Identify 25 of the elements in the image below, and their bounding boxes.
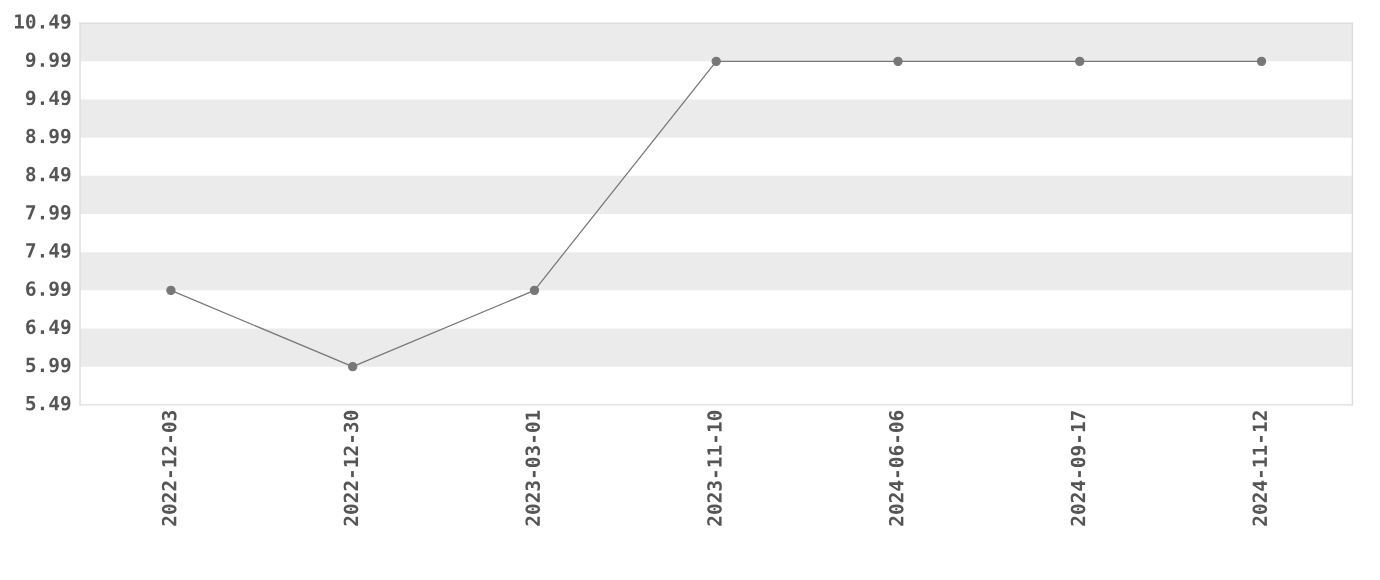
y-tick-label: 9.49 bbox=[25, 90, 71, 106]
x-tick-label: 2024-06-06 bbox=[888, 410, 904, 526]
x-tick-label: 2023-11-10 bbox=[707, 410, 722, 526]
point bbox=[893, 56, 903, 67]
point bbox=[711, 56, 721, 67]
y-tick-label: 7.49 bbox=[26, 243, 71, 258]
y-tick-label: 7.99 bbox=[26, 205, 71, 220]
x-tick-label: 2024-11-12 bbox=[1252, 411, 1268, 526]
y-tick-label: 8.99 bbox=[26, 128, 71, 144]
point bbox=[348, 361, 358, 372]
x-tick-label: 2023-03-01 bbox=[525, 410, 541, 526]
x-tick-label: 2024-09-17 bbox=[1070, 411, 1086, 526]
y-tick-label: 5.99 bbox=[26, 357, 71, 373]
x-tick-label: 2022-12-03 bbox=[161, 410, 177, 526]
point bbox=[166, 285, 176, 296]
y-tick-label: 6.99 bbox=[26, 281, 71, 297]
point bbox=[529, 285, 540, 296]
x-tick-label: 2022-12-30 bbox=[343, 410, 359, 526]
y-tick-label: 9.99 bbox=[25, 52, 71, 68]
y-tick-label: 10.49 bbox=[14, 14, 71, 29]
y-tick-label: 6.49 bbox=[26, 319, 71, 335]
y-tick-label: 5.49 bbox=[26, 395, 71, 411]
point bbox=[1256, 56, 1267, 67]
y-tick-label: 8.49 bbox=[26, 166, 71, 182]
point bbox=[1075, 56, 1085, 67]
